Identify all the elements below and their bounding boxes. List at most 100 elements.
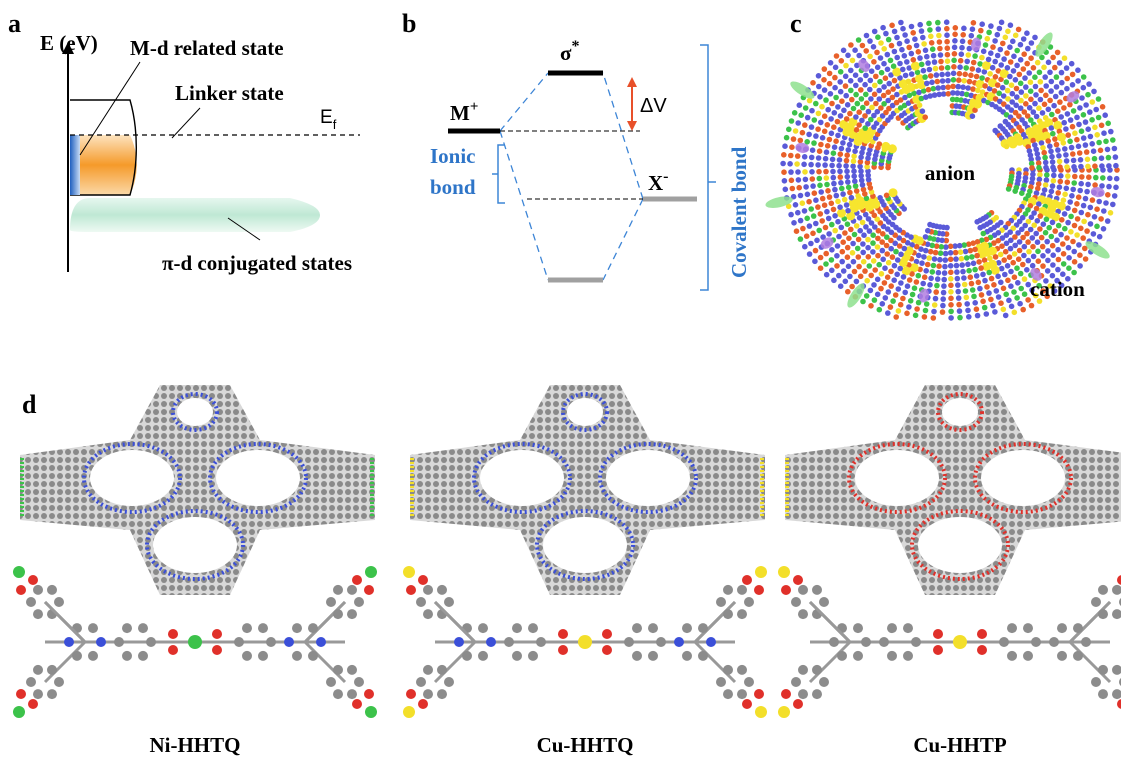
atom [1050,262,1056,268]
atom [823,97,829,103]
atom [968,248,974,254]
atom [964,255,970,261]
atom [1018,286,1024,292]
atom [879,271,885,277]
atom [1099,163,1105,169]
atom [899,47,905,53]
atom [861,187,867,193]
atom [64,637,74,647]
atom [326,597,336,607]
atom [821,77,827,83]
atom [1038,213,1044,219]
atom [803,177,809,183]
atom [1043,230,1049,236]
atom [836,234,842,240]
atom [887,651,897,661]
conjugated-band [70,198,320,232]
atom [788,153,794,159]
atom [1064,158,1070,164]
atom [834,253,840,259]
atom [818,142,824,148]
atom [1062,226,1068,232]
atom [1085,157,1091,163]
atom [893,292,899,298]
atom [788,169,794,175]
atom [810,80,816,86]
atom [1081,637,1091,647]
atom [1011,68,1017,74]
atom [990,44,996,50]
atom [979,21,985,27]
atom [1050,131,1056,137]
atom [889,188,898,197]
atom [791,220,797,226]
atom [1003,249,1009,255]
atom [798,585,808,595]
atom [47,689,57,699]
atom [938,59,944,65]
atom [835,104,841,110]
atom [832,110,838,116]
atom [900,26,906,32]
atom [806,199,812,205]
atom [1014,48,1020,54]
atom [986,30,992,36]
atom [971,60,977,66]
bond [1070,642,1110,682]
atom [1004,50,1010,56]
atom [885,274,891,280]
panel-label: d [22,390,37,419]
label-sup: + [470,99,479,115]
atom [914,43,920,49]
atom [1093,107,1099,113]
atom [940,303,946,309]
atom [974,74,980,80]
atom [1021,253,1027,259]
atom [812,190,818,196]
atom [999,637,1009,647]
atom [829,247,835,253]
atom [995,53,1001,59]
atom [827,81,833,87]
atom [863,48,869,54]
atom [1035,249,1041,255]
atom [1103,200,1109,206]
atom [813,221,819,227]
atom [822,202,828,208]
atom [1059,80,1065,86]
atom [818,265,824,271]
atom [1077,188,1083,194]
atom [916,273,922,279]
atom [957,71,963,77]
atom [861,637,871,647]
atom [983,42,989,48]
atom [1020,262,1026,268]
atom [1085,212,1091,218]
pore [216,450,300,506]
atom [937,46,943,52]
atom [974,253,980,259]
atom [837,169,843,175]
atom [827,137,833,143]
atom [997,26,1003,32]
atom [1057,164,1063,170]
atom [948,263,954,269]
atom [814,238,820,244]
atom [998,62,1004,68]
atom [1088,221,1094,227]
atom [847,190,853,196]
atom [971,294,977,300]
atom [1106,155,1112,161]
atom [1055,190,1061,196]
atom [781,169,787,175]
pore [153,517,237,573]
atom [1003,35,1009,41]
atom [971,20,977,26]
atom [987,71,993,77]
atom [849,195,855,201]
atom [886,289,892,295]
atom [1072,174,1078,180]
atom [858,274,864,280]
atom [846,147,852,153]
atom [909,71,915,77]
